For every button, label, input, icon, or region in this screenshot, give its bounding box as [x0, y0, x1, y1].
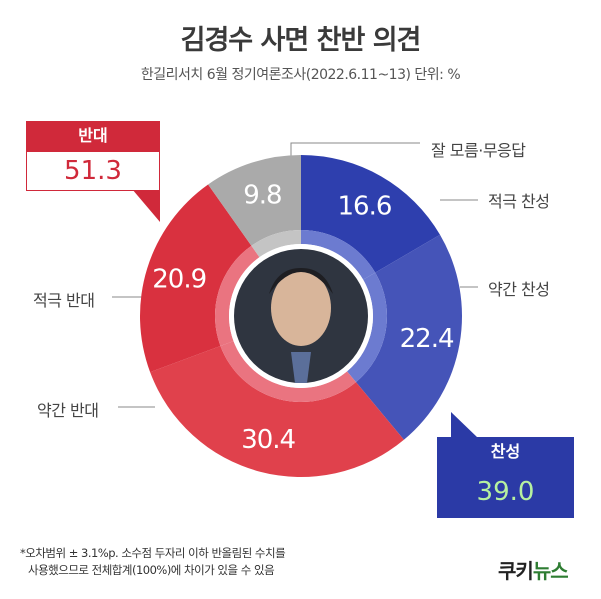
slice-weak-oppose [150, 345, 404, 477]
support-box-value: 39.0 [437, 467, 574, 518]
footnote: *오차범위 ± 3.1%p. 소수점 두자리 이하 반올림된 수치를 사용했으므… [20, 545, 286, 579]
value-strong-oppose: 20.9 [152, 264, 206, 294]
photo-hair [269, 268, 333, 294]
label-strong-support: 적극 찬성 [488, 192, 550, 211]
label-dont-know: 잘 모름·무응답 [431, 141, 526, 160]
photo-tie [291, 352, 311, 383]
label-strong-oppose: 적극 반대 [33, 291, 95, 310]
support-box-label: 찬성 [437, 437, 574, 467]
photo-face [271, 270, 331, 346]
logo-part-1: 쿠키 [498, 559, 534, 583]
slice-weak-support [355, 234, 462, 440]
value-dont-know: 9.8 [243, 180, 281, 210]
slice-weak-oppose-inner [220, 341, 356, 402]
slice-dont-know [208, 155, 301, 246]
footnote-line-1: *오차범위 ± 3.1%p. 소수점 두자리 이하 반올림된 수치를 [20, 546, 286, 560]
label-weak-oppose: 약간 반대 [37, 401, 99, 420]
slice-weak-support-inner [347, 272, 387, 383]
slice-dont-know-inner [251, 230, 301, 258]
value-weak-support: 22.4 [400, 324, 454, 354]
oppose-box-value: 51.3 [26, 151, 160, 191]
value-strong-support: 16.6 [338, 191, 392, 221]
value-weak-oppose: 30.4 [241, 425, 295, 455]
oppose-box-pointer [132, 189, 160, 222]
label-weak-support: 약간 찬성 [488, 280, 550, 299]
line-dont-know [290, 142, 420, 160]
chart-subtitle: 한길리서치 6월 정기여론조사(2022.6.11~13) 단위: % [140, 67, 461, 83]
oppose-box-label: 반대 [26, 121, 160, 151]
support-box-pointer [451, 412, 478, 438]
kukinews-logo: 쿠키뉴스 [498, 555, 569, 584]
slice-strong-oppose-inner [215, 245, 260, 346]
footnote-line-2: 사용했으므로 전체합계(100%)에 차이가 있을 수 있음 [28, 563, 275, 577]
slice-strong-oppose [140, 184, 252, 373]
slice-strong-support [301, 155, 441, 273]
slice-strong-support-inner [301, 230, 376, 280]
logo-part-2: 뉴스 [532, 559, 569, 583]
chart-title: 김경수 사면 찬반 의견 [180, 25, 422, 56]
